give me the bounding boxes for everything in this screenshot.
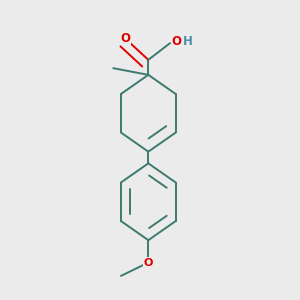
Text: O: O xyxy=(144,257,153,268)
Text: O: O xyxy=(120,32,130,45)
Text: H: H xyxy=(183,35,193,48)
Text: O: O xyxy=(172,35,182,48)
